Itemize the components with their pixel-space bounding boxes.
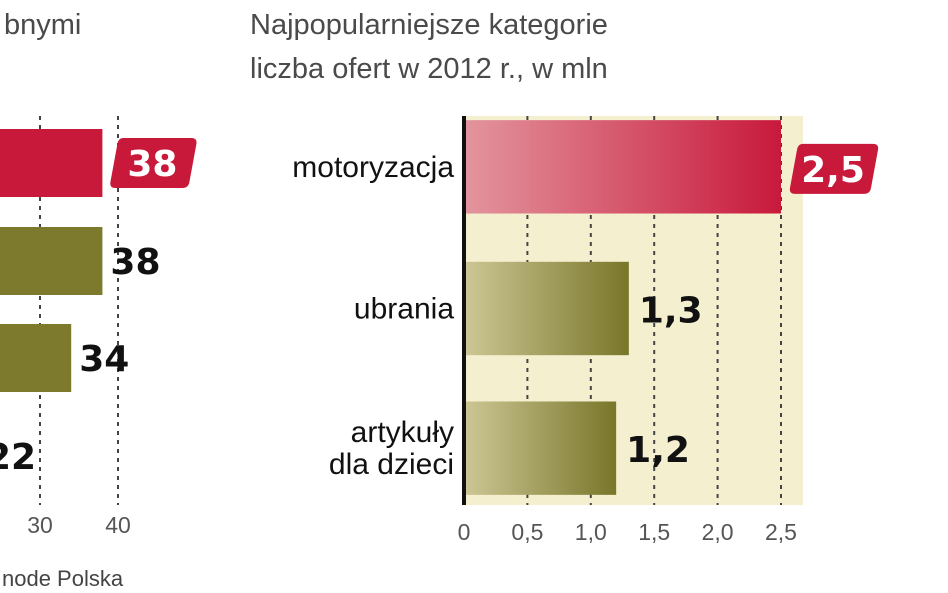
- left-chart: bnymi 38 38 34 22 30 40 node Polska: [0, 9, 197, 591]
- x-tick-label: 40: [105, 512, 131, 538]
- x-tick-label: 30: [27, 512, 53, 538]
- x-tick-label: 1,0: [575, 519, 607, 545]
- x-tick-label: 1,5: [638, 519, 670, 545]
- data-label: 1,2: [626, 430, 690, 471]
- right-chart: Najpopularniejsze kategorie liczba ofert…: [250, 9, 879, 545]
- bar: [0, 324, 72, 392]
- category-label: motoryzacja: [292, 151, 454, 184]
- x-tick-label: 0,5: [511, 519, 543, 545]
- left-title-fragment: bnymi: [4, 9, 81, 41]
- category-label: ubrania: [354, 293, 454, 326]
- bar: [0, 129, 103, 197]
- bar: [464, 401, 617, 495]
- value-badge: [110, 138, 197, 188]
- data-label: 2,5: [801, 150, 865, 191]
- x-tick-label: 0: [458, 519, 471, 545]
- x-tick-label: 2,0: [702, 519, 734, 545]
- chart-title: Najpopularniejsze kategorie: [250, 9, 608, 41]
- x-tick-label: 2,5: [765, 519, 797, 545]
- bar: [0, 227, 103, 295]
- data-label: 1,3: [639, 291, 703, 332]
- data-label: 22: [0, 437, 36, 478]
- value-badge: [789, 143, 879, 194]
- bar: [464, 120, 781, 214]
- data-label: 38: [127, 144, 177, 185]
- left-source-fragment: node Polska: [2, 566, 124, 591]
- data-label: 38: [110, 242, 160, 283]
- category-label: artykuły: [351, 416, 454, 449]
- bar: [464, 261, 629, 356]
- data-label: 34: [79, 339, 129, 380]
- chart-subtitle: liczba ofert w 2012 r., w mln: [250, 53, 608, 85]
- category-label: dla dzieci: [329, 448, 454, 481]
